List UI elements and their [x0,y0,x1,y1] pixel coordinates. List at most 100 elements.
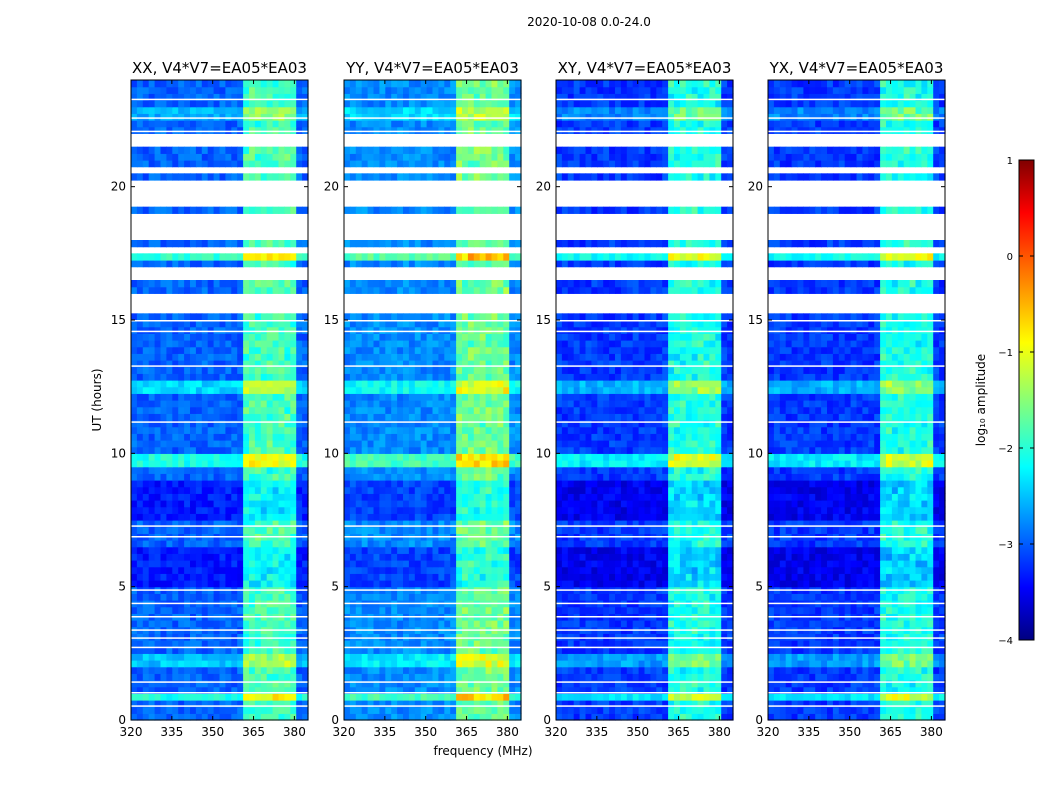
heatmap-cell [225,380,232,388]
heatmap-cell [414,700,422,708]
heatmap-cell [361,93,369,101]
heatmap-cell [491,480,498,488]
heatmap-cell [278,460,285,468]
heatmap-cell [721,700,728,708]
heatmap-cell [349,540,357,548]
heatmap-cell [379,353,386,361]
heatmap-cell [231,86,238,94]
heatmap-cell [237,500,244,508]
heatmap-cell [503,433,510,441]
heatmap-cell [367,606,375,614]
heatmap-cell [178,446,185,454]
heatmap-cell [473,153,481,161]
y-tick-label: 20 [324,180,339,194]
heatmap-cell [136,646,144,654]
heatmap-cell [444,453,451,461]
heatmap-cell [397,520,404,528]
heatmap-cell [237,673,244,681]
heatmap-cell [213,480,221,488]
heatmap-cell [479,146,487,154]
heatmap-cell [385,700,392,708]
heatmap-cell [408,493,416,501]
heatmap-cell [367,480,375,488]
heatmap-cell [142,173,150,181]
heatmap-cell [131,153,138,161]
heatmap-cell [349,120,357,128]
heatmap-cell [249,593,256,601]
heatmap-cell [166,580,173,588]
heatmap-cell [567,700,575,708]
heatmap-cell [201,153,209,161]
x-tick-label: 335 [373,725,396,739]
heatmap-cell [172,386,179,394]
heatmap-cell [479,506,487,514]
heatmap-cell [237,313,244,321]
heatmap-cell [367,146,375,154]
heatmap-cell [302,173,309,181]
heatmap-cell [426,420,434,428]
heatmap-cell [450,153,457,161]
heatmap-cell [190,680,197,688]
panel-title: XX, V4*V7=EA05*EA03 [132,59,307,77]
heatmap-cell [379,346,386,354]
heatmap-cell [473,593,481,601]
heatmap-cell [467,386,475,394]
heatmap-cell [249,386,256,394]
heatmap-cell [290,173,297,181]
heatmap-cell [561,706,569,714]
heatmap-cell [379,560,386,568]
heatmap-cell [219,106,226,114]
heatmap-cell [154,160,162,168]
heatmap-cell [243,680,250,688]
heatmap-cell [379,693,386,701]
heatmap-cell [403,700,410,708]
heatmap-cell [397,453,404,461]
heatmap-cell [420,706,428,714]
heatmap-cell [432,86,439,94]
heatmap-cell [260,346,268,354]
heatmap-cell [379,460,386,468]
heatmap-cell [195,253,203,261]
heatmap-cell [626,713,634,721]
heatmap-cell [231,713,238,721]
heatmap-cell [503,646,510,654]
heatmap-cell [414,413,422,421]
heatmap-cell [278,580,285,588]
heatmap-cell [403,620,410,628]
heatmap-cell [462,500,469,508]
heatmap-cell [266,400,274,408]
heatmap-cell [172,206,179,214]
heatmap-cell [403,120,410,128]
heatmap-cell [379,113,386,121]
heatmap-cell [231,673,238,681]
heatmap-cell [272,426,280,434]
heatmap-cell [367,106,375,114]
heatmap-cell [426,206,434,214]
heatmap-cell [278,346,285,354]
heatmap-cell [403,153,410,161]
heatmap-cell [172,86,179,94]
heatmap-cell [367,320,375,328]
heatmap-cell [485,573,493,581]
heatmap-cell [190,433,197,441]
heatmap-cell [355,153,363,161]
heatmap-cell [290,206,297,214]
heatmap-cell [260,426,268,434]
heatmap-cell [485,466,493,474]
heatmap-cell [479,673,487,681]
heatmap-cell [249,713,256,721]
heatmap-cell [190,560,197,568]
heatmap-cell [515,440,522,448]
heatmap-cell [408,446,416,454]
heatmap-cell [391,286,398,294]
heatmap-cell [142,206,150,214]
heatmap-cell [178,420,185,428]
flag-line [131,98,308,101]
heatmap-cell [420,320,428,328]
heatmap-cell [444,466,451,474]
heatmap-cell [385,100,392,108]
heatmap-cell [278,526,285,534]
heatmap-cell [142,526,150,534]
heatmap-cell [195,553,203,561]
heatmap-cell [296,640,303,648]
